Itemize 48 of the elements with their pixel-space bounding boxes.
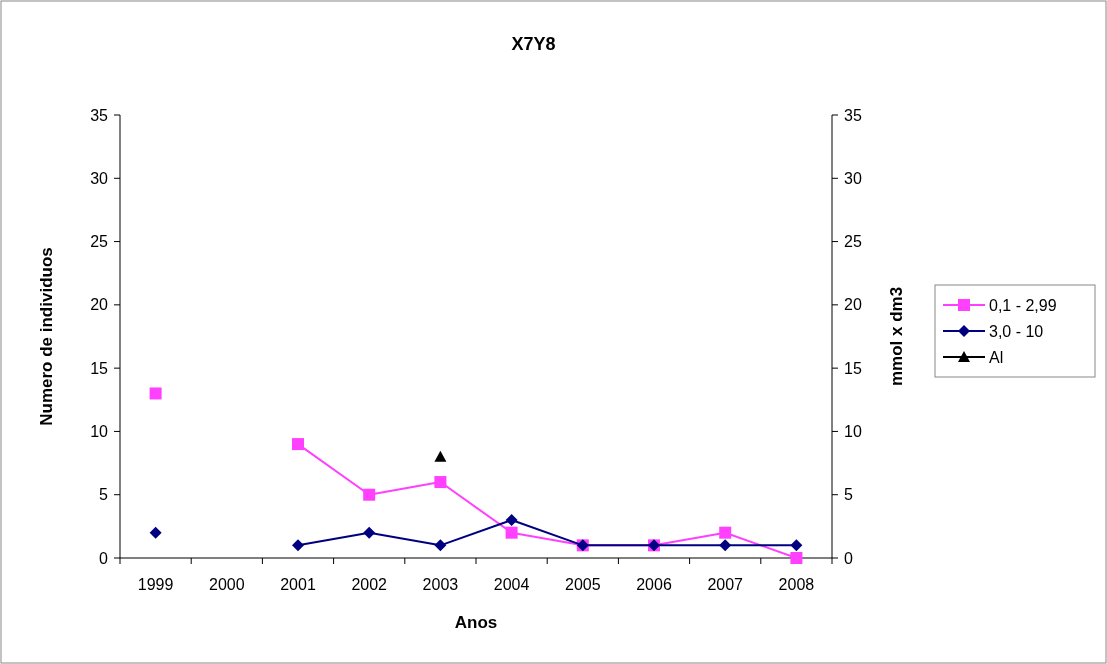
x-tick-label: 2001	[280, 576, 316, 593]
x-tick-label: 1999	[137, 576, 174, 593]
y2-tick-label: 5	[844, 486, 853, 504]
legend-label: 0,1 - 2,99	[989, 296, 1057, 314]
point	[292, 438, 304, 451]
point	[719, 539, 732, 552]
y-tick-label: 15	[90, 359, 109, 377]
y-tick-label: 20	[90, 296, 109, 314]
y-axis-title: Numero de individuos	[37, 247, 56, 426]
point	[434, 450, 447, 462]
legend-label: Al	[989, 348, 1004, 366]
y-tick-label: 30	[90, 169, 109, 187]
point	[363, 488, 376, 501]
y2-tick-label: 25	[844, 233, 862, 251]
y2-tick-label: 10	[844, 423, 862, 441]
x-tick-label: 2002	[351, 576, 388, 593]
y2-tick-label: 20	[844, 296, 862, 314]
point	[434, 539, 447, 552]
x-axis-title: Anos	[454, 613, 498, 632]
y-tick-label: 35	[90, 106, 109, 124]
y2-tick-label: 30	[844, 169, 862, 187]
x-tick-label: 2004	[493, 576, 530, 593]
y2-tick-label: 15	[844, 359, 862, 377]
point	[505, 514, 518, 527]
point	[149, 387, 162, 400]
point	[292, 539, 304, 552]
x-tick-label: 2008	[778, 576, 815, 593]
x-tick-label: 2000	[209, 576, 245, 593]
y2-tick-label: 35	[844, 106, 862, 124]
y-tick-label: 0	[99, 549, 109, 567]
y2-tick-label: 0	[844, 549, 853, 567]
point	[149, 526, 162, 539]
y-tick-label: 5	[99, 486, 109, 504]
point	[790, 539, 803, 552]
y-tick-label: 10	[90, 423, 109, 441]
x-tick-label: 2007	[707, 576, 744, 593]
y2-axis-title: mmol x dm3	[887, 286, 906, 387]
y-tick-label: 25	[90, 233, 109, 251]
point	[434, 476, 447, 489]
x-tick-label: 2005	[565, 576, 601, 593]
x-tick-label: 2006	[636, 576, 672, 593]
point	[790, 552, 803, 564]
x-tick-label: 2003	[422, 576, 459, 593]
point	[505, 526, 518, 539]
point	[719, 526, 732, 539]
legend-label: 3,0 - 10	[989, 322, 1044, 340]
point	[363, 526, 376, 539]
chart-title: X7Y8	[511, 34, 556, 54]
